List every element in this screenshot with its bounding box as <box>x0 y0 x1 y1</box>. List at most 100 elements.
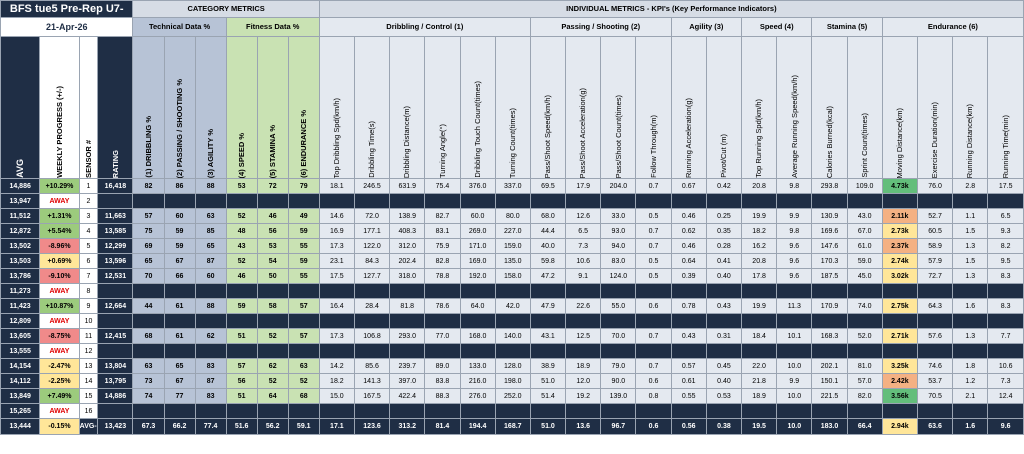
kpi-cell[interactable]: 40.0 <box>529 238 567 254</box>
sensor-cell[interactable]: 7 <box>78 268 99 284</box>
kpi-cell[interactable]: 61.0 <box>846 238 883 254</box>
kpi-cell[interactable] <box>846 343 883 359</box>
kpi-cell[interactable]: 1.3 <box>952 328 989 344</box>
kpi-cell[interactable]: 78.6 <box>424 298 461 314</box>
kpi-cell[interactable]: 0.61 <box>670 373 707 389</box>
kpi-cell[interactable]: 9.8 <box>776 223 813 239</box>
kpi-cell[interactable] <box>494 313 531 329</box>
kpi-cell[interactable]: 1.6 <box>952 418 989 435</box>
kpi-cell[interactable]: 276.0 <box>459 388 496 404</box>
kpi-cell[interactable] <box>952 283 989 299</box>
kpi-cell[interactable]: 57.9 <box>916 253 954 269</box>
category-pct-cell[interactable]: 51.6 <box>225 418 258 435</box>
category-pct-cell[interactable] <box>287 283 320 299</box>
category-pct-cell[interactable]: 60 <box>163 208 196 224</box>
kpi-cell[interactable] <box>318 343 355 359</box>
kpi-cell[interactable] <box>318 403 355 419</box>
category-pct-cell[interactable]: 51 <box>225 328 258 344</box>
kpi-cell[interactable] <box>741 403 778 419</box>
avg-cell[interactable]: 14,154 <box>0 358 41 374</box>
kpi-cell[interactable] <box>741 283 778 299</box>
kpi-cell[interactable]: 47.9 <box>529 298 567 314</box>
kpi-cell[interactable]: 0.42 <box>705 178 743 194</box>
category-pct-cell[interactable]: 66 <box>163 268 196 284</box>
category-pct-cell[interactable] <box>132 343 165 359</box>
kpi-cell[interactable]: 1.8 <box>952 358 989 374</box>
kpi-cell[interactable] <box>424 343 461 359</box>
category-pct-cell[interactable]: 83 <box>194 388 227 404</box>
column-header[interactable]: Dribbling Touch Count(times) <box>459 36 496 179</box>
kpi-cell[interactable]: 167.5 <box>353 388 391 404</box>
category-pct-cell[interactable]: 83 <box>194 358 227 374</box>
moving-distance-cell[interactable]: 2.71k <box>881 328 918 344</box>
category-pct-cell[interactable]: 74 <box>132 388 165 404</box>
kpi-cell[interactable]: 0.67 <box>670 178 707 194</box>
category-pct-cell[interactable] <box>256 403 289 419</box>
kpi-cell[interactable] <box>987 193 1024 209</box>
kpi-cell[interactable]: 194.4 <box>459 418 496 435</box>
category-pct-cell[interactable]: 49 <box>287 208 320 224</box>
rating-cell[interactable] <box>97 193 134 209</box>
category-pct-cell[interactable]: 62 <box>194 328 227 344</box>
kpi-cell[interactable]: 72.7 <box>916 268 954 284</box>
kpi-cell[interactable]: 17.3 <box>318 328 355 344</box>
kpi-cell[interactable]: 11.3 <box>776 298 813 314</box>
kpi-cell[interactable]: 293.0 <box>389 328 426 344</box>
kpi-cell[interactable]: 10.0 <box>776 388 813 404</box>
rating-cell[interactable]: 12,299 <box>97 238 134 254</box>
kpi-cell[interactable]: 9.6 <box>776 238 813 254</box>
column-header[interactable]: Top Running Spd(km/h) <box>741 36 778 179</box>
kpi-cell[interactable]: 80.0 <box>494 208 531 224</box>
category-pct-cell[interactable]: 52 <box>287 373 320 389</box>
kpi-cell[interactable]: 83.8 <box>424 373 461 389</box>
category-pct-cell[interactable] <box>287 193 320 209</box>
kpi-cell[interactable] <box>635 283 672 299</box>
kpi-cell[interactable] <box>776 283 813 299</box>
kpi-cell[interactable]: 7.3 <box>565 238 602 254</box>
kpi-cell[interactable]: 77.0 <box>424 328 461 344</box>
category-pct-cell[interactable]: 53 <box>256 238 289 254</box>
avg-cell[interactable]: 13,786 <box>0 268 41 284</box>
column-header[interactable]: Pass/Shoot Acceleration(g) <box>565 36 602 179</box>
rating-cell[interactable]: 14,886 <box>97 388 134 404</box>
avg-cell[interactable]: 11,273 <box>0 283 41 299</box>
kpi-cell[interactable]: 192.0 <box>459 268 496 284</box>
column-header[interactable]: Running Time(min) <box>987 36 1024 179</box>
kpi-cell[interactable]: 9.6 <box>987 418 1024 435</box>
kpi-cell[interactable]: 17.3 <box>318 238 355 254</box>
kpi-cell[interactable]: 312.0 <box>389 238 426 254</box>
category-pct-cell[interactable]: 88 <box>194 178 227 194</box>
kpi-cell[interactable] <box>741 193 778 209</box>
kpi-cell[interactable]: 9.6 <box>776 268 813 284</box>
category-pct-cell[interactable]: 61 <box>163 328 196 344</box>
sensor-cell[interactable]: 16 <box>78 403 99 419</box>
kpi-cell[interactable]: 78.8 <box>424 268 461 284</box>
kpi-cell[interactable] <box>565 313 602 329</box>
kpi-cell[interactable] <box>494 343 531 359</box>
kpi-cell[interactable]: 0.7 <box>635 238 672 254</box>
kpi-cell[interactable]: 158.0 <box>494 268 531 284</box>
column-header[interactable]: (4) SPEED % <box>225 36 258 179</box>
sensor-cell[interactable]: 9 <box>78 298 99 314</box>
kpi-cell[interactable]: 140.0 <box>494 328 531 344</box>
kpi-cell[interactable]: 23.1 <box>318 253 355 269</box>
rating-cell[interactable]: 12,531 <box>97 268 134 284</box>
kpi-cell[interactable]: 14.6 <box>318 208 355 224</box>
kpi-cell[interactable]: 72.0 <box>353 208 391 224</box>
kpi-cell[interactable]: 177.1 <box>353 223 391 239</box>
column-header[interactable]: Pass/Shoot Speed(km/h) <box>529 36 567 179</box>
category-pct-cell[interactable] <box>256 313 289 329</box>
kpi-cell[interactable]: 19.2 <box>565 388 602 404</box>
category-pct-cell[interactable]: 59 <box>163 223 196 239</box>
column-header[interactable]: Calories Burned(kcal) <box>811 36 848 179</box>
column-header[interactable]: Dribbling Time(s) <box>353 36 391 179</box>
kpi-cell[interactable]: 0.7 <box>635 178 672 194</box>
kpi-cell[interactable] <box>811 343 848 359</box>
avg-cell[interactable]: 13,605 <box>0 328 41 344</box>
kpi-cell[interactable]: 0.40 <box>705 268 743 284</box>
kpi-cell[interactable]: 17.1 <box>318 418 355 435</box>
category-pct-cell[interactable]: 54 <box>256 253 289 269</box>
category-pct-cell[interactable]: 57 <box>225 358 258 374</box>
column-header[interactable]: SENSOR # <box>78 36 99 179</box>
category-pct-cell[interactable]: 72 <box>256 178 289 194</box>
